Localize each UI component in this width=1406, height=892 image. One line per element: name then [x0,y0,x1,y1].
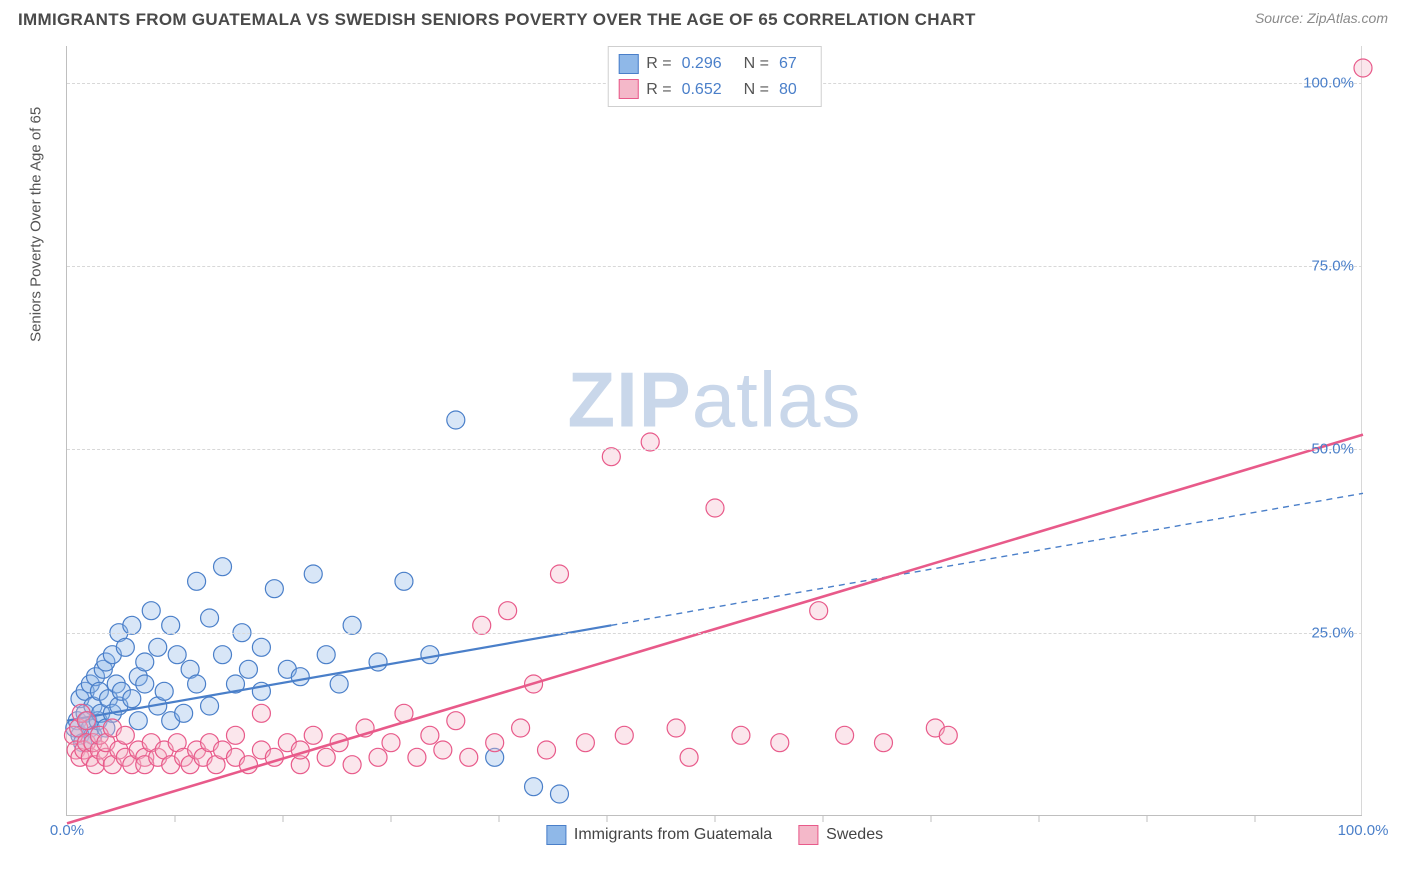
data-point [252,638,270,656]
x-tick-label: 0.0% [50,822,84,839]
data-point [434,741,452,759]
data-point [499,602,517,620]
data-point [641,433,659,451]
data-point [123,690,141,708]
data-point [486,734,504,752]
data-point [201,697,219,715]
data-point [77,712,95,730]
data-point [1354,59,1372,77]
data-point [188,572,206,590]
legend-stat-row: R =0.652N =80 [618,77,811,103]
data-point [512,719,530,737]
data-point [304,726,322,744]
plot-area: ZIPatlas R =0.296N =67R =0.652N =80 Immi… [66,46,1362,816]
data-point [538,741,556,759]
data-point [239,660,257,678]
data-point [836,726,854,744]
data-point [162,616,180,634]
y-tick-label: 100.0% [1303,74,1354,91]
y-axis-label: Seniors Poverty Over the Age of 65 [28,107,45,342]
data-point [732,726,750,744]
legend-item: Immigrants from Guatemala [546,825,772,845]
data-point [291,668,309,686]
legend-swatch [618,79,638,99]
data-point [421,646,439,664]
data-point [188,675,206,693]
legend-item: Swedes [798,825,883,845]
data-point [771,734,789,752]
data-point [123,616,141,634]
gridline [67,449,1362,450]
data-point [447,712,465,730]
data-point [129,712,147,730]
data-point [576,734,594,752]
data-point [175,704,193,722]
data-point [155,682,173,700]
data-point [226,726,244,744]
data-point [525,778,543,796]
gridline [67,266,1362,267]
data-point [142,602,160,620]
legend-series: Immigrants from Guatemala Swedes [546,825,883,845]
data-point [382,734,400,752]
data-point [810,602,828,620]
data-point [550,565,568,583]
data-point [136,675,154,693]
data-point [317,748,335,766]
data-point [116,726,134,744]
gridline [67,633,1362,634]
data-point [214,558,232,576]
data-point [252,704,270,722]
data-point [421,726,439,744]
chart-container: Seniors Poverty Over the Age of 65 ZIPat… [50,46,1380,856]
data-point [473,616,491,634]
data-point [874,734,892,752]
data-point [149,638,167,656]
data-point [395,572,413,590]
data-point [447,411,465,429]
chart-title: IMMIGRANTS FROM GUATEMALA VS SWEDISH SEN… [18,10,976,30]
data-point [680,748,698,766]
data-point [304,565,322,583]
data-point [201,609,219,627]
y-tick-label: 75.0% [1311,258,1354,275]
data-point [939,726,957,744]
x-tick-label: 100.0% [1338,822,1389,839]
data-point [667,719,685,737]
data-point [116,638,134,656]
legend-stats: R =0.296N =67R =0.652N =80 [607,46,822,107]
data-point [214,646,232,664]
data-point [168,646,186,664]
legend-swatch [618,54,638,74]
data-point [330,675,348,693]
data-point [136,653,154,671]
source-attribution: Source: ZipAtlas.com [1255,10,1388,26]
legend-swatch [546,825,566,845]
data-point [615,726,633,744]
scatter-layer [67,46,367,196]
legend-label: Immigrants from Guatemala [574,826,772,844]
data-point [265,580,283,598]
legend-swatch [798,825,818,845]
data-point [550,785,568,803]
data-point [706,499,724,517]
y-tick-label: 25.0% [1311,624,1354,641]
data-point [317,646,335,664]
watermark: ZIPatlas [567,354,861,445]
data-point [460,748,478,766]
data-point [343,756,361,774]
data-point [343,616,361,634]
legend-stat-row: R =0.296N =67 [618,51,811,77]
y-tick-label: 50.0% [1311,441,1354,458]
data-point [602,448,620,466]
legend-label: Swedes [826,826,883,844]
data-point [369,748,387,766]
data-point [408,748,426,766]
